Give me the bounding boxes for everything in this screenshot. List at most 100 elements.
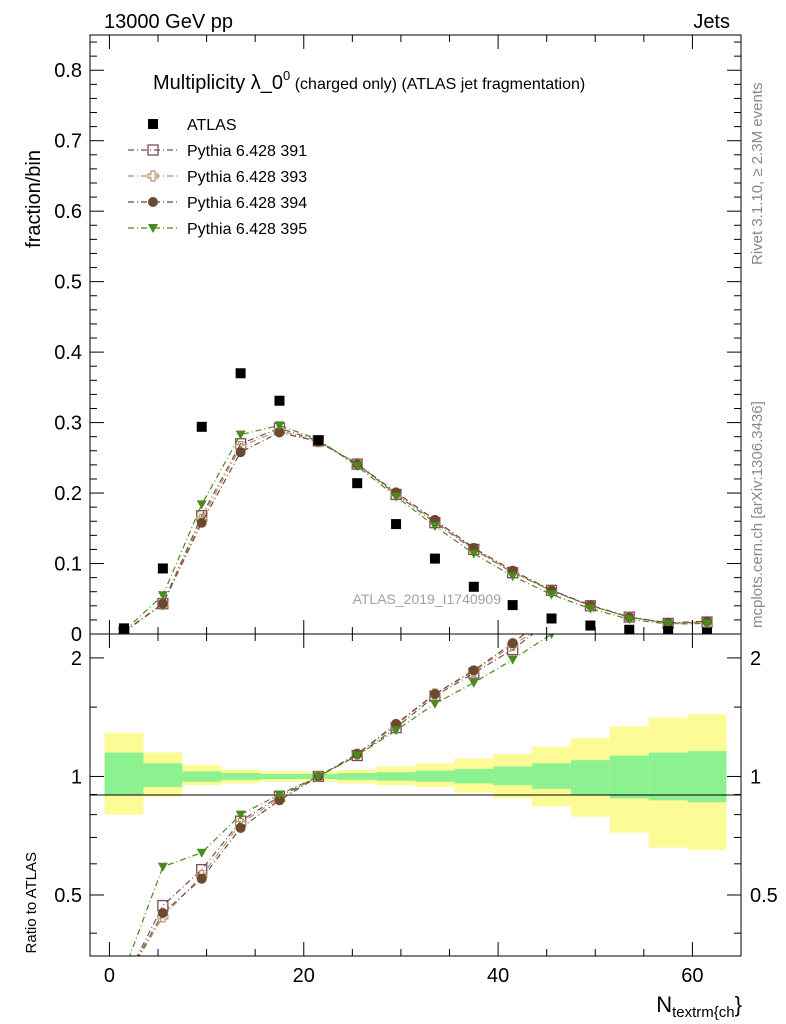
ratio-point: [663, 548, 673, 558]
legend-marker: [148, 197, 158, 207]
ratio-point: [585, 584, 595, 594]
ratio-line: [136, 634, 534, 956]
legend-label: Pythia 6.428 393: [187, 169, 307, 186]
atlas-data-point: [429, 553, 440, 564]
atlas-data-point: [313, 435, 324, 446]
atlas-data-point: [119, 623, 130, 634]
ratio-point: [429, 688, 440, 699]
series-point: [468, 549, 479, 559]
ratio-point: [119, 977, 129, 987]
y-tick-label-top: 0.5: [54, 272, 82, 294]
legend-label: Pythia 6.428 391: [187, 143, 307, 160]
process-label: Jets: [693, 11, 730, 33]
ratio-band-inner: [143, 763, 183, 788]
ratio-band-inner: [182, 771, 222, 782]
atlas-data-group: [119, 368, 712, 634]
legend-marker: [147, 144, 159, 156]
series-point: [196, 517, 207, 528]
legend-label: Pythia 6.428 394: [187, 195, 307, 212]
y-axis-label-bottom: Ratio to ATLAS: [23, 852, 40, 953]
ratio-band-inner: [376, 772, 416, 781]
legend: ATLAS Pythia 6.428 391 Pythia 6.428 393 Pyt…: [128, 117, 307, 238]
mcplots-label: mcplots.cern.ch [arXiv:1306.3436]: [749, 401, 766, 628]
ratio-point: [663, 548, 673, 558]
atlas-data-point: [585, 620, 596, 631]
ratio-point: [507, 638, 518, 649]
legend-marker: [148, 224, 158, 233]
y-tick-label-top: 0.1: [54, 554, 82, 576]
axis-ticks: 0 20 40 60 0 0.1 0.2 0.3 0.4 0.5 0.6 0.7 0.8 0.5 0.5 1 1…: [54, 35, 778, 987]
y-tick-label-top: 0.2: [54, 483, 82, 505]
ratio-point: [702, 522, 712, 532]
ratio-point: [663, 558, 673, 567]
ratio-point: [585, 589, 595, 599]
y-tick-label-top: 0.3: [54, 413, 82, 435]
series-point: [274, 427, 285, 438]
atlas-data-point: [507, 600, 518, 611]
atlas-data-point: [391, 519, 402, 530]
ratio-point: [548, 634, 555, 639]
ratio-point: [585, 589, 595, 599]
ratio-line: [138, 634, 526, 956]
y-tick-label-bottom-right: 0.5: [750, 885, 778, 907]
x-tick-label: 60: [681, 965, 703, 987]
ratio-point: [235, 810, 246, 820]
series-point: [157, 591, 168, 601]
ratio-point: [468, 665, 479, 676]
ratio-point: [352, 751, 363, 761]
ratio-band-inner: [104, 752, 144, 795]
legend-marker: [148, 119, 158, 129]
series-point: [546, 590, 557, 600]
ratio-point: [624, 567, 634, 577]
ratio-band-inner: [609, 755, 649, 799]
ratio-line: [129, 634, 553, 956]
y-tick-label-top: 0.6: [54, 201, 82, 223]
rivet-label: Rivet 3.1.10, ≥ 2.3M events: [749, 83, 766, 266]
series-point: [701, 619, 712, 629]
ratio-band-inner: [648, 752, 688, 801]
y-tick-label-bottom: 1: [71, 766, 82, 788]
series-point: [663, 620, 674, 630]
x-tick-label: 40: [487, 965, 509, 987]
series-line: [123, 427, 708, 633]
ratio-point: [624, 567, 634, 577]
x-tick-label: 0: [104, 965, 115, 987]
ratio-point: [468, 678, 479, 688]
ratio-point: [702, 535, 712, 544]
ratio-point: [274, 795, 285, 806]
series-line: [123, 431, 708, 633]
ratio-point: [429, 699, 440, 709]
y-tick-label-bottom: 2: [71, 648, 82, 670]
ratio-point: [196, 873, 207, 884]
atlas-data-point: [546, 613, 557, 624]
ratio-point: [507, 655, 518, 665]
ratio-band-inner: [221, 773, 261, 780]
y-tick-label-bottom-right: 2: [750, 648, 761, 670]
x-axis-label: Ntextrm{ch}: [656, 992, 742, 1021]
atlas-data-point: [235, 368, 246, 379]
bottom-panel-frame: [89, 633, 742, 957]
series-line: [123, 429, 708, 633]
x-tick-label: 20: [293, 965, 315, 987]
ratio-point: [157, 862, 168, 872]
atlas-data-point: [352, 478, 363, 489]
series-point: [352, 462, 363, 472]
atlas-data-point: [157, 563, 168, 574]
ratio-point: [235, 822, 246, 833]
ratio-point: [274, 790, 285, 800]
y-tick-label-top: 0.4: [54, 342, 82, 364]
ratio-point: [624, 562, 634, 572]
series-point: [624, 615, 635, 625]
ratio-point: [119, 977, 129, 987]
ratio-band-inner: [454, 768, 494, 784]
series-point: [235, 447, 246, 458]
ratio-point: [702, 526, 712, 536]
energy-label: 13000 GeV pp: [104, 11, 233, 33]
chart-title: Multiplicity λ_00 (charged only) (ATLAS …: [153, 68, 585, 94]
y-tick-label-top: 0.7: [54, 131, 82, 153]
ratio-point: [624, 579, 634, 588]
ratio-band-inner: [415, 770, 455, 782]
y-tick-label-bottom-right: 1: [750, 766, 761, 788]
atlas-data-point: [701, 627, 712, 634]
